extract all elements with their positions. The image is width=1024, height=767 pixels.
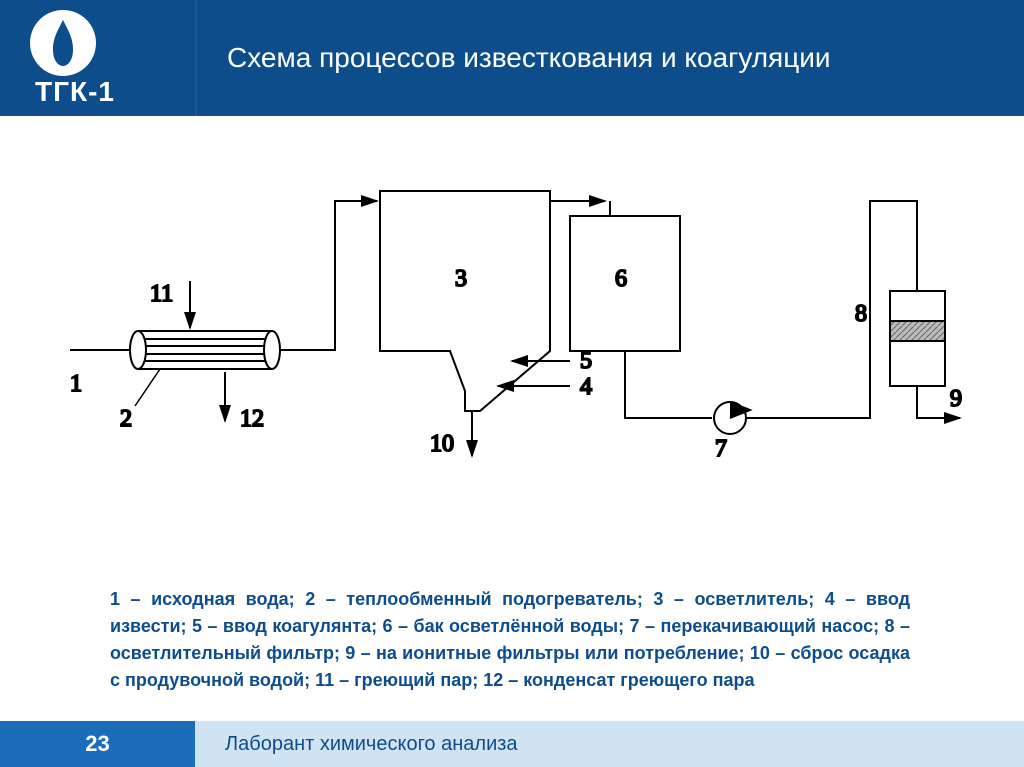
label-7: 7 bbox=[715, 436, 727, 462]
label-10: 10 bbox=[430, 431, 454, 457]
label-2: 2 bbox=[120, 406, 132, 432]
label-12: 12 bbox=[240, 406, 264, 432]
label-11: 11 bbox=[150, 281, 173, 307]
footer: 23 Лаборант химического анализа bbox=[0, 721, 1024, 767]
label-6: 6 bbox=[615, 266, 627, 292]
process-diagram: 1 2 11 12 3 bbox=[50, 146, 970, 466]
logo-box: ТГК-1 bbox=[0, 0, 195, 116]
label-9: 9 bbox=[950, 386, 962, 412]
logo-circle bbox=[30, 10, 96, 76]
label-8: 8 bbox=[855, 301, 867, 327]
page-title: Схема процессов известкования и коагуляц… bbox=[227, 42, 831, 74]
logo-text: ТГК-1 bbox=[35, 76, 115, 108]
legend-text: 1 – исходная вода; 2 – теплообменный под… bbox=[110, 586, 910, 694]
footer-label: Лаборант химического анализа bbox=[195, 721, 1024, 767]
label-4: 4 bbox=[580, 374, 592, 400]
title-box: Схема процессов известкования и коагуляц… bbox=[195, 0, 1024, 116]
header: ТГК-1 Схема процессов известкования и ко… bbox=[0, 0, 1024, 116]
label-1: 1 bbox=[70, 371, 82, 397]
page-number: 23 bbox=[0, 721, 195, 767]
flame-icon bbox=[45, 18, 81, 68]
label-3: 3 bbox=[455, 266, 467, 292]
content: 1 2 11 12 3 bbox=[0, 116, 1024, 686]
